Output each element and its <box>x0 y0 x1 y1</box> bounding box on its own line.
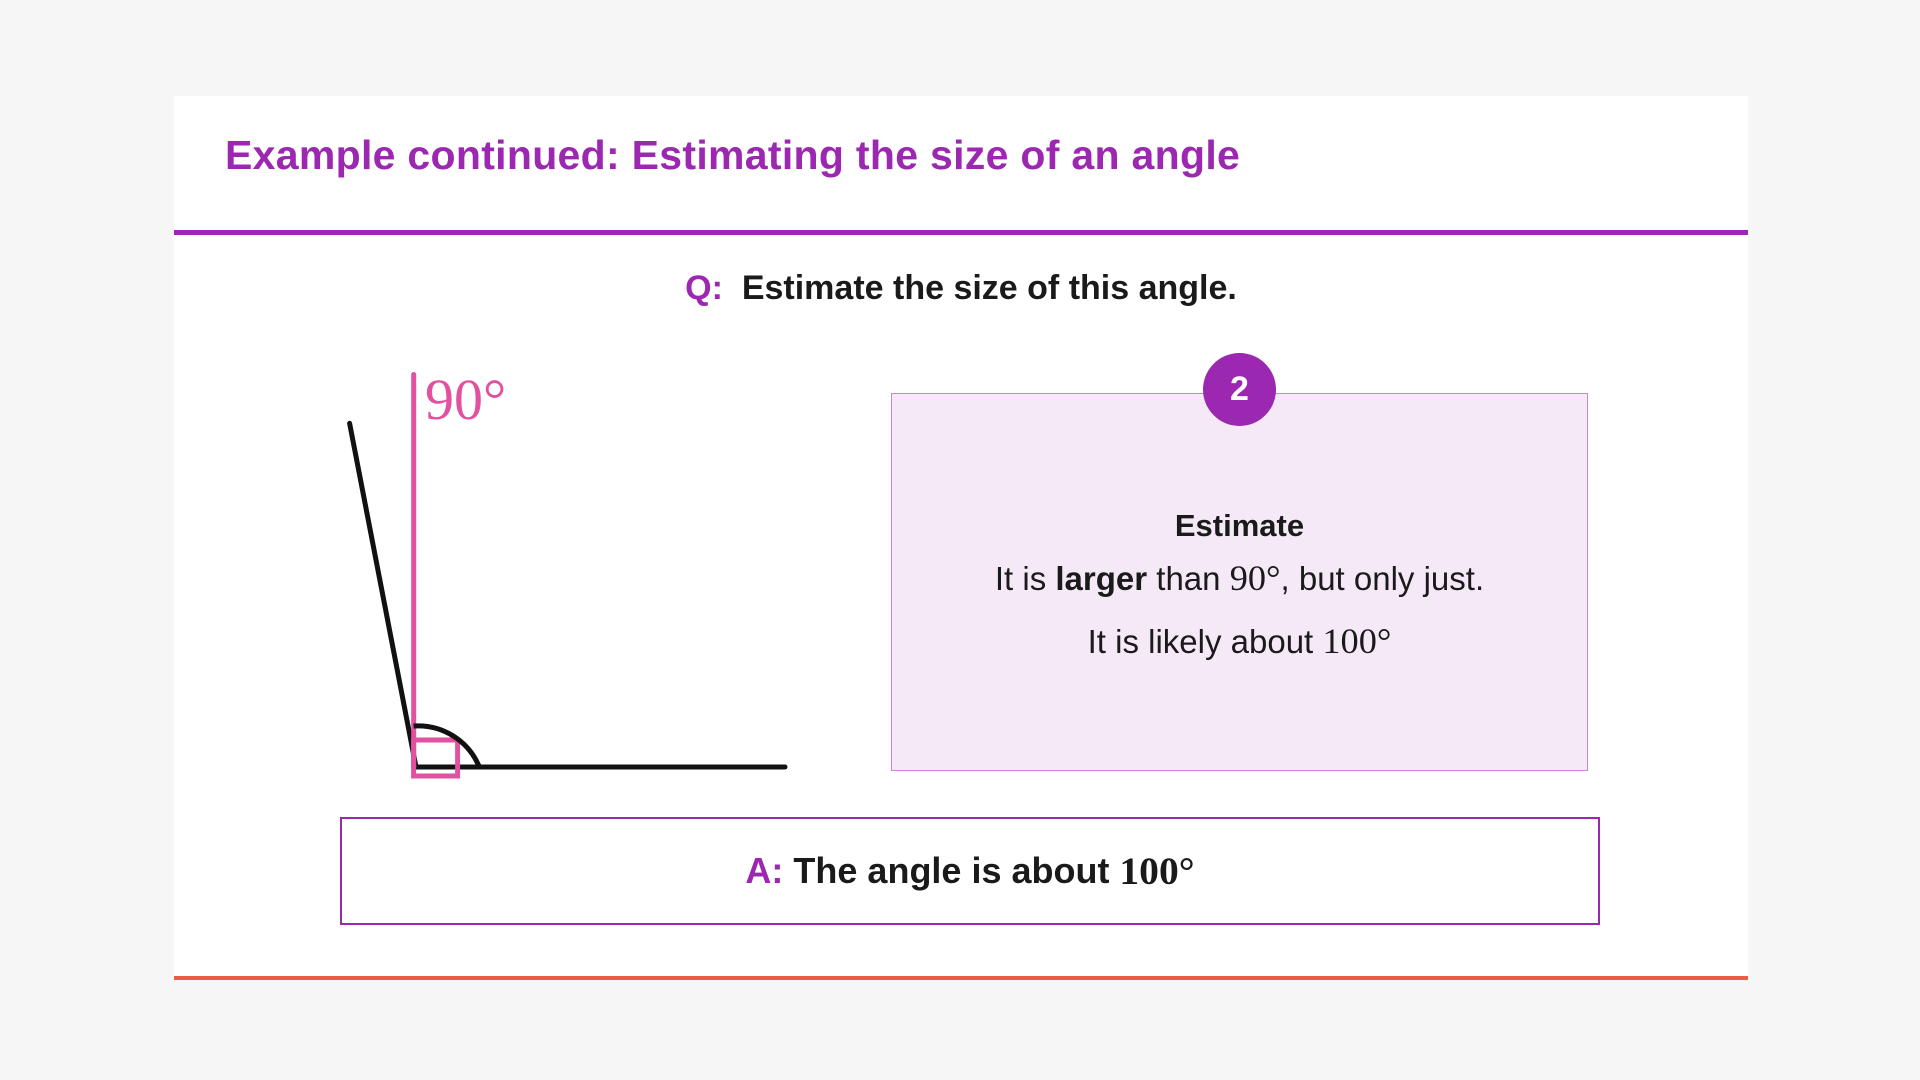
svg-text:90°: 90° <box>425 367 506 432</box>
